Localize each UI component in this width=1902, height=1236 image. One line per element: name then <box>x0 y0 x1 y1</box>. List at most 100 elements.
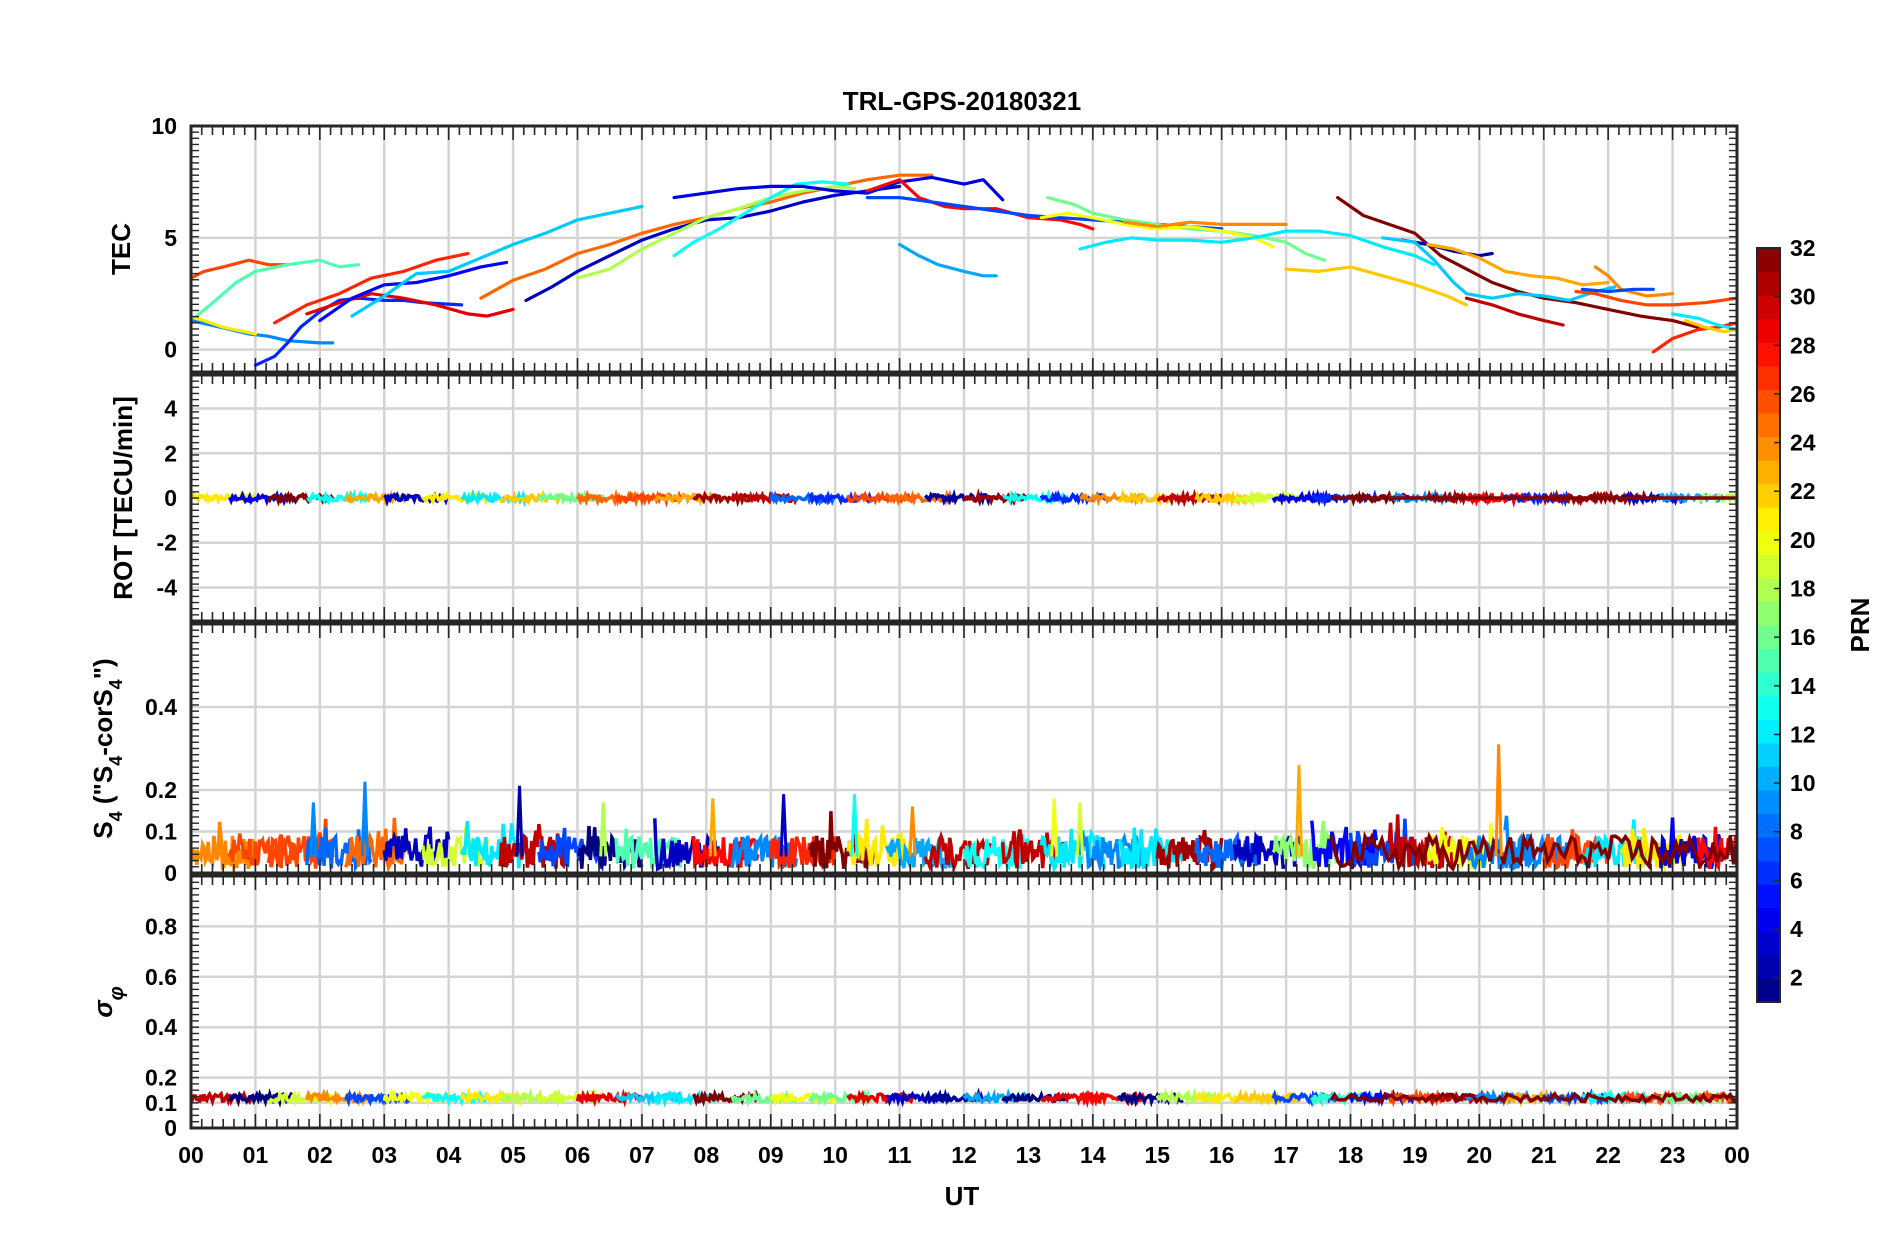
y-axis-label-part: ") <box>88 658 118 679</box>
x-tick-label: 07 <box>629 1142 655 1168</box>
colorbar-swatch <box>1757 695 1780 720</box>
trace-s4-prn-9 <box>1503 815 1572 872</box>
y-tick-label: 0.2 <box>145 777 177 803</box>
y-tick-label: 0.1 <box>145 1090 177 1116</box>
tec-series-prn-22 <box>1284 265 1469 307</box>
trace-sigma-prn-32 <box>1329 1091 1737 1105</box>
s4-peak-prn-2 <box>515 785 524 857</box>
tec-series-prn-11 <box>350 204 644 318</box>
trace-s4-prn-31 <box>1155 829 1224 873</box>
trace-s4-prn-30 <box>498 823 567 870</box>
y-axis-label-part: 4 <box>106 756 126 766</box>
y-axis-label-part: -corS <box>88 689 118 755</box>
y-axis-label: σφ <box>88 986 128 1017</box>
y-axis-label-part: φ <box>106 986 128 1000</box>
x-tick-label: 03 <box>371 1142 397 1168</box>
colorbar-tick-label: 12 <box>1790 721 1816 747</box>
tec-series-prn-9 <box>191 319 335 345</box>
colorbar-label: PRN <box>1845 598 1875 653</box>
colorbar-swatch <box>1757 295 1780 320</box>
colorbar-tick-label: 14 <box>1790 673 1816 699</box>
x-tick-label: 04 <box>436 1142 462 1168</box>
x-tick-label: 12 <box>951 1142 977 1168</box>
trace-sigma-prn-30 <box>191 1089 257 1108</box>
y-tick-label: 0 <box>164 860 177 886</box>
x-tick-label: 11 <box>887 1142 912 1168</box>
y-tick-label: 0 <box>164 337 177 363</box>
y-axis-label-part: 4 <box>106 811 126 821</box>
trace-rot-prn-30 <box>1156 488 1223 508</box>
trace-s4-prn-32 <box>1329 830 1737 873</box>
y-axis-label-part: 4 <box>106 679 126 689</box>
tec-series-prn-21 <box>191 314 257 336</box>
x-tick-label: 21 <box>1531 1142 1557 1168</box>
trace-s4-prn-30 <box>1387 814 1454 871</box>
tec-series-prn-2 <box>1400 238 1494 258</box>
colorbar-tick-label: 20 <box>1790 527 1816 553</box>
x-tick-label: 20 <box>1467 1142 1493 1168</box>
x-tick-label: 02 <box>307 1142 333 1168</box>
colorbar-swatch <box>1757 672 1780 697</box>
trace-sigma-prn-18 <box>1155 1087 1223 1107</box>
y-tick-label: 0.1 <box>145 819 177 845</box>
x-tick-label: 14 <box>1080 1142 1106 1168</box>
colorbar-swatch <box>1757 460 1780 485</box>
tec-series-prn-29 <box>305 292 515 318</box>
colorbar-swatch <box>1757 813 1780 838</box>
y-tick-label: 0.8 <box>145 913 177 939</box>
panel-sigma: 00.10.2 0.4 0.6 0.8 σφ <box>88 874 1739 1141</box>
x-tick-label: 16 <box>1209 1142 1235 1168</box>
series-group-sigma <box>191 1087 1737 1109</box>
colorbar-tick-label: 24 <box>1790 430 1816 456</box>
y-axis-label: S4 ("S4-corS4") <box>88 658 126 838</box>
tec-series-prn-24 <box>1123 220 1288 229</box>
x-tick-label: 05 <box>500 1142 526 1168</box>
s4-peak-prn-23 <box>708 798 717 857</box>
s4-peak-prn-24 <box>1494 744 1503 857</box>
y-axis-label: TEC <box>106 223 136 275</box>
s4-peak-prn-20 <box>1050 798 1059 857</box>
tec-series-prn-22 <box>1683 319 1737 334</box>
x-tick-label: 06 <box>565 1142 591 1168</box>
trace-s4-prn-12 <box>1117 827 1185 870</box>
colorbar-swatch <box>1757 954 1780 980</box>
colorbar-swatch <box>1757 766 1780 791</box>
tec-series-prn-7 <box>1580 287 1655 294</box>
x-axis-label: UT <box>945 1181 980 1211</box>
x-tick-label: 01 <box>243 1142 269 1168</box>
trace-s4-prn-30 <box>923 830 992 873</box>
x-tick-label: 17 <box>1273 1142 1299 1168</box>
colorbar-swatch <box>1757 483 1780 508</box>
x-tick-label: 15 <box>1144 1142 1170 1168</box>
tec-series-prn-26 <box>1574 289 1737 307</box>
colorbar-swatch <box>1757 789 1780 815</box>
s4-peak-prn-9 <box>309 802 318 857</box>
colorbar-swatch <box>1757 978 1780 1003</box>
trace-rot-prn-25 <box>885 489 953 507</box>
tec-series-prn-4 <box>672 175 1005 202</box>
y-tick-label: 0 <box>164 485 177 511</box>
x-tick-label: 22 <box>1595 1142 1621 1168</box>
tec-series-prn-27 <box>273 251 470 325</box>
colorbar-tick-label: 26 <box>1790 381 1816 407</box>
colorbar-swatch <box>1757 860 1780 885</box>
trace-sigma-prn-21 <box>459 1087 528 1107</box>
x-tick-label: 23 <box>1660 1142 1686 1168</box>
colorbar-swatch <box>1757 436 1780 461</box>
colorbar-swatch <box>1757 648 1780 673</box>
tec-series-prn-12 <box>1078 229 1436 267</box>
s4-peak-prn-9 <box>360 781 370 857</box>
panel-rot: -4 -2 0 2 4 ROT [TECU/min] <box>108 373 1739 623</box>
y-axis-label: ROT [TECU/min] <box>108 396 138 600</box>
colorbar-swatch <box>1757 365 1780 390</box>
y-tick-label: 0.4 <box>145 1014 177 1040</box>
y-tick-label: 10 <box>151 113 177 139</box>
y-axis-label-part: S <box>88 821 118 838</box>
colorbar-swatch <box>1757 412 1780 438</box>
s4-peak-prn-24 <box>908 806 917 857</box>
y-tick-label: 0.6 <box>145 964 177 990</box>
colorbar-tick-label: 28 <box>1790 332 1816 358</box>
tec-series-prn-12 <box>1671 312 1737 332</box>
